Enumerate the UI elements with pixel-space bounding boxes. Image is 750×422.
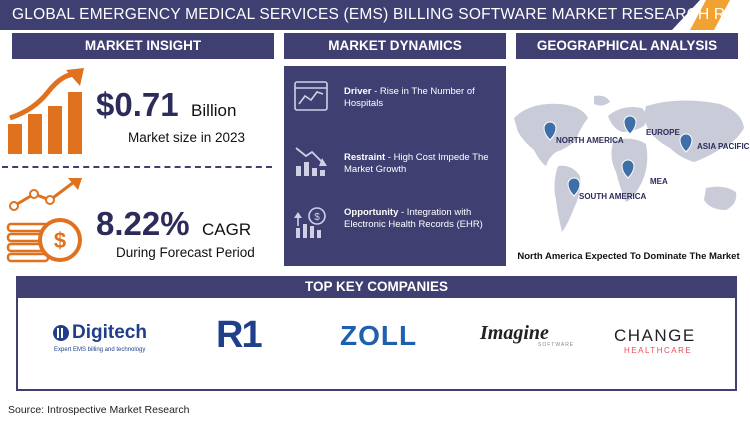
- cagr-coin-icon: $: [6, 178, 82, 263]
- driver-title: Driver: [344, 86, 372, 97]
- driver-icon: [294, 81, 328, 111]
- imagine-sub: SOFTWARE: [538, 342, 575, 348]
- opportunity-item: Opportunity - Integration with Electroni…: [344, 207, 500, 231]
- driver-item: Driver - Rise in The Number of Hospitals: [344, 86, 500, 110]
- market-dynamics-header: MARKET DYNAMICS: [284, 33, 506, 59]
- cagr-line: 8.22% CAGR: [96, 205, 251, 243]
- growth-chart-icon: [8, 68, 84, 154]
- imagine-logo: Imagine SOFTWARE: [480, 322, 573, 348]
- market-size-unit: Billion: [191, 101, 237, 120]
- region-south-america: SOUTH AMERICA: [579, 192, 647, 201]
- driver-text: - Rise in The Number of Hospitals: [344, 86, 475, 109]
- opportunity-icon: $: [294, 207, 326, 238]
- cagr-unit: CAGR: [202, 220, 252, 239]
- svg-text:$: $: [54, 228, 66, 253]
- r1-logo: R1: [216, 314, 263, 356]
- digitech-name: Digitech: [72, 322, 147, 343]
- map-caption: North America Expected To Dominate The M…: [517, 251, 740, 262]
- world-map: [514, 95, 744, 232]
- market-insight-header: MARKET INSIGHT: [12, 33, 274, 59]
- restraint-text: - High Cost Impede The Market Growth: [344, 152, 489, 175]
- change-healthcare-logo: CHANGE HEALTHCARE: [614, 326, 696, 355]
- market-dynamics-panel: Driver - Rise in The Number of Hospitals…: [284, 66, 506, 266]
- opportunity-text: - Integration with Electronic Health Rec…: [344, 207, 483, 230]
- region-asia-pacific: ASIA PACIFIC: [697, 142, 750, 151]
- restraint-item: Restraint - High Cost Impede The Market …: [344, 152, 500, 176]
- region-europe: EUROPE: [646, 128, 680, 137]
- imagine-name: Imagine: [480, 322, 549, 344]
- restraint-icon: [295, 147, 327, 176]
- region-north-america: NORTH AMERICA: [556, 136, 624, 145]
- change-name: CHANGE: [614, 326, 696, 345]
- restraint-title: Restraint: [344, 152, 386, 163]
- opportunity-title: Opportunity: [344, 207, 399, 218]
- zoll-logo: ZOLL: [340, 320, 418, 351]
- insight-divider: [2, 166, 272, 168]
- geographical-analysis-header: GEOGRAPHICAL ANALYSIS: [516, 33, 738, 59]
- region-mea: MEA: [650, 177, 668, 186]
- top-key-companies-header: TOP KEY COMPANIES: [16, 276, 737, 298]
- market-size-line: $0.71 Billion: [96, 86, 236, 124]
- market-size-label: Market size in 2023: [128, 130, 246, 145]
- svg-text:$: $: [314, 212, 320, 223]
- report-title: GLOBAL EMERGENCY MEDICAL SERVICES (EMS) …: [12, 6, 750, 23]
- cagr-value: 8.22%: [96, 205, 190, 242]
- digitech-mark-icon: [53, 325, 69, 341]
- change-sub: HEALTHCARE: [624, 346, 693, 355]
- market-size-value: $0.71: [96, 86, 179, 123]
- digitech-tagline: Expert EMS billing and technology: [54, 347, 146, 353]
- source-note: Source: Introspective Market Research: [8, 404, 190, 416]
- title-strip: [0, 0, 700, 30]
- cagr-label: During Forecast Period: [116, 245, 255, 260]
